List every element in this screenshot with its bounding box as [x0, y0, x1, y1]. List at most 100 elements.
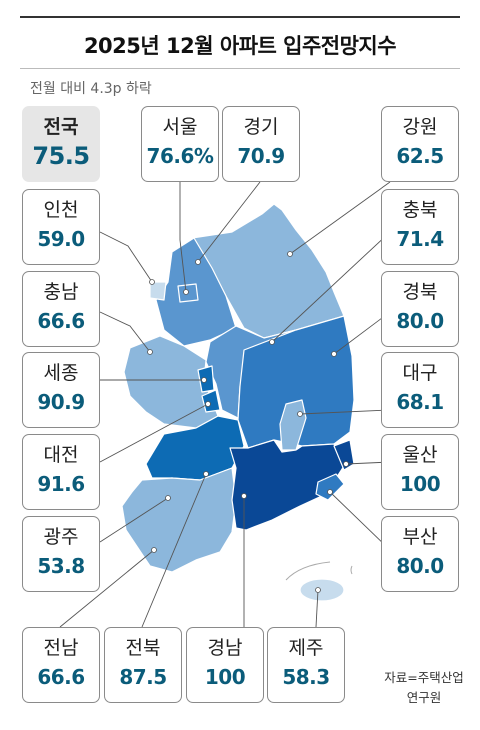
region-jeonnam [121, 467, 237, 573]
leader-line-seoul [179, 182, 187, 293]
gyeonggi-value: 70.9 [237, 144, 285, 168]
leader-dot-busan [327, 489, 333, 495]
leader-line-gyeonggi [197, 181, 261, 263]
leader-dot-jeonbuk [203, 471, 209, 477]
jeju-frame [285, 561, 331, 581]
busan-name: 부산 [402, 526, 438, 548]
leader-dot-chungbuk [269, 339, 275, 345]
box-national: 전국 75.5 [22, 106, 100, 182]
chungbuk-name: 충북 [402, 199, 438, 221]
leader-dot-daegu [297, 411, 303, 417]
box-sejong: 세종 90.9 [22, 352, 100, 428]
incheon-name: 인천 [43, 199, 79, 221]
region-daejeon [201, 389, 221, 413]
region-incheon [149, 281, 167, 301]
daegu-value: 68.1 [396, 390, 444, 414]
box-chungbuk: 충북 71.4 [381, 189, 459, 265]
gwangju-value: 53.8 [37, 554, 85, 578]
jeju-value: 58.3 [282, 665, 330, 689]
box-jeju: 제주 58.3 [267, 627, 345, 703]
leader-line-daegu [299, 409, 391, 415]
leader-line-busan [329, 491, 391, 551]
gwangju-name: 광주 [43, 526, 79, 548]
daejeon-value: 91.6 [37, 472, 85, 496]
leader-dot-jeonnam [151, 547, 157, 553]
leader-line-gangwon [289, 181, 391, 255]
leader-dots [147, 251, 349, 593]
gyeongnam-name: 경남 [207, 637, 243, 659]
box-ulsan: 울산 100 [381, 434, 459, 510]
leader-line-jeonbuk [141, 473, 207, 628]
box-chungnam: 충남 66.6 [22, 271, 100, 347]
chungnam-name: 충남 [43, 281, 79, 303]
region-busan [315, 473, 345, 501]
leader-line-chungnam [99, 311, 151, 353]
gangwon-value: 62.5 [396, 144, 444, 168]
box-gwangju: 광주 53.8 [22, 516, 100, 592]
national-value: 75.5 [32, 142, 90, 170]
box-seoul: 서울 76.6% [141, 106, 219, 182]
ulsan-value: 100 [399, 472, 441, 496]
box-gangwon: 강원 62.5 [381, 106, 459, 182]
leader-dot-gyeongnam [241, 493, 247, 499]
gangwon-name: 강원 [402, 116, 438, 138]
ulsan-name: 울산 [402, 444, 438, 466]
incheon-value: 59.0 [37, 227, 85, 251]
box-daejeon: 대전 91.6 [22, 434, 100, 510]
box-gyeongnam: 경남 100 [186, 627, 264, 703]
seoul-value: 76.6% [146, 144, 214, 168]
box-incheon: 인천 59.0 [22, 189, 100, 265]
gyeonggi-name: 경기 [243, 116, 279, 138]
leader-dot-gyeongbuk [331, 351, 337, 357]
leader-dot-gwangju [165, 495, 171, 501]
chungnam-value: 66.6 [37, 309, 85, 333]
jeonbuk-name: 전북 [125, 637, 161, 659]
leader-line-chungbuk [271, 231, 391, 343]
chungbuk-value: 71.4 [396, 227, 444, 251]
source-line-1: 자료=주택산업 [384, 670, 464, 685]
leader-line-gwangju [99, 497, 169, 543]
jeonnam-name: 전남 [43, 637, 79, 659]
box-jeonnam: 전남 66.6 [22, 627, 100, 703]
leader-dot-incheon [149, 279, 155, 285]
leader-line-daejeon [99, 403, 209, 463]
title-rule [20, 68, 460, 69]
source-line-2: 연구원 [406, 690, 442, 705]
daegu-name: 대구 [402, 362, 438, 384]
sejong-name: 세종 [43, 362, 79, 384]
box-gyeongbuk: 경북 80.0 [381, 271, 459, 347]
leader-dot-seoul [183, 289, 189, 295]
jeonbuk-value: 87.5 [119, 665, 167, 689]
gyeongbuk-value: 80.0 [396, 309, 444, 333]
leader-dot-chungnam [147, 349, 153, 355]
leader-line-jeju [315, 589, 319, 628]
top-rule [20, 16, 460, 18]
leader-line-gyeongbuk [333, 311, 391, 355]
region-jeju [299, 578, 345, 602]
sejong-value: 90.9 [37, 390, 85, 414]
leader-line-jeonnam [59, 549, 155, 628]
daejeon-name: 대전 [43, 444, 79, 466]
box-jeonbuk: 전북 87.5 [104, 627, 182, 703]
gyeongbuk-name: 경북 [402, 281, 438, 303]
chart-subtitle: 전월 대비 4.3p 하락 [30, 81, 152, 97]
jeju-frame-corner [350, 565, 353, 575]
seoul-name: 서울 [162, 116, 198, 138]
leader-dot-daejeon [205, 401, 211, 407]
leader-dot-jeju [315, 587, 321, 593]
box-daegu: 대구 68.1 [381, 352, 459, 428]
national-name: 전국 [43, 116, 79, 138]
box-busan: 부산 80.0 [381, 516, 459, 592]
leader-dot-sejong [201, 377, 207, 383]
box-gyeonggi: 경기 70.9 [222, 106, 300, 182]
chart-title: 2025년 12월 아파트 입주전망지수 [83, 34, 397, 58]
jeju-name: 제주 [288, 637, 324, 659]
busan-value: 80.0 [396, 554, 444, 578]
leader-dot-gangwon [287, 251, 293, 257]
leader-dot-gyeonggi [195, 259, 201, 265]
leader-dot-ulsan [343, 461, 349, 467]
source-note: 자료=주택산업 연구원 [376, 668, 472, 708]
leader-line-incheon [99, 231, 153, 283]
jeonnam-value: 66.6 [37, 665, 85, 689]
